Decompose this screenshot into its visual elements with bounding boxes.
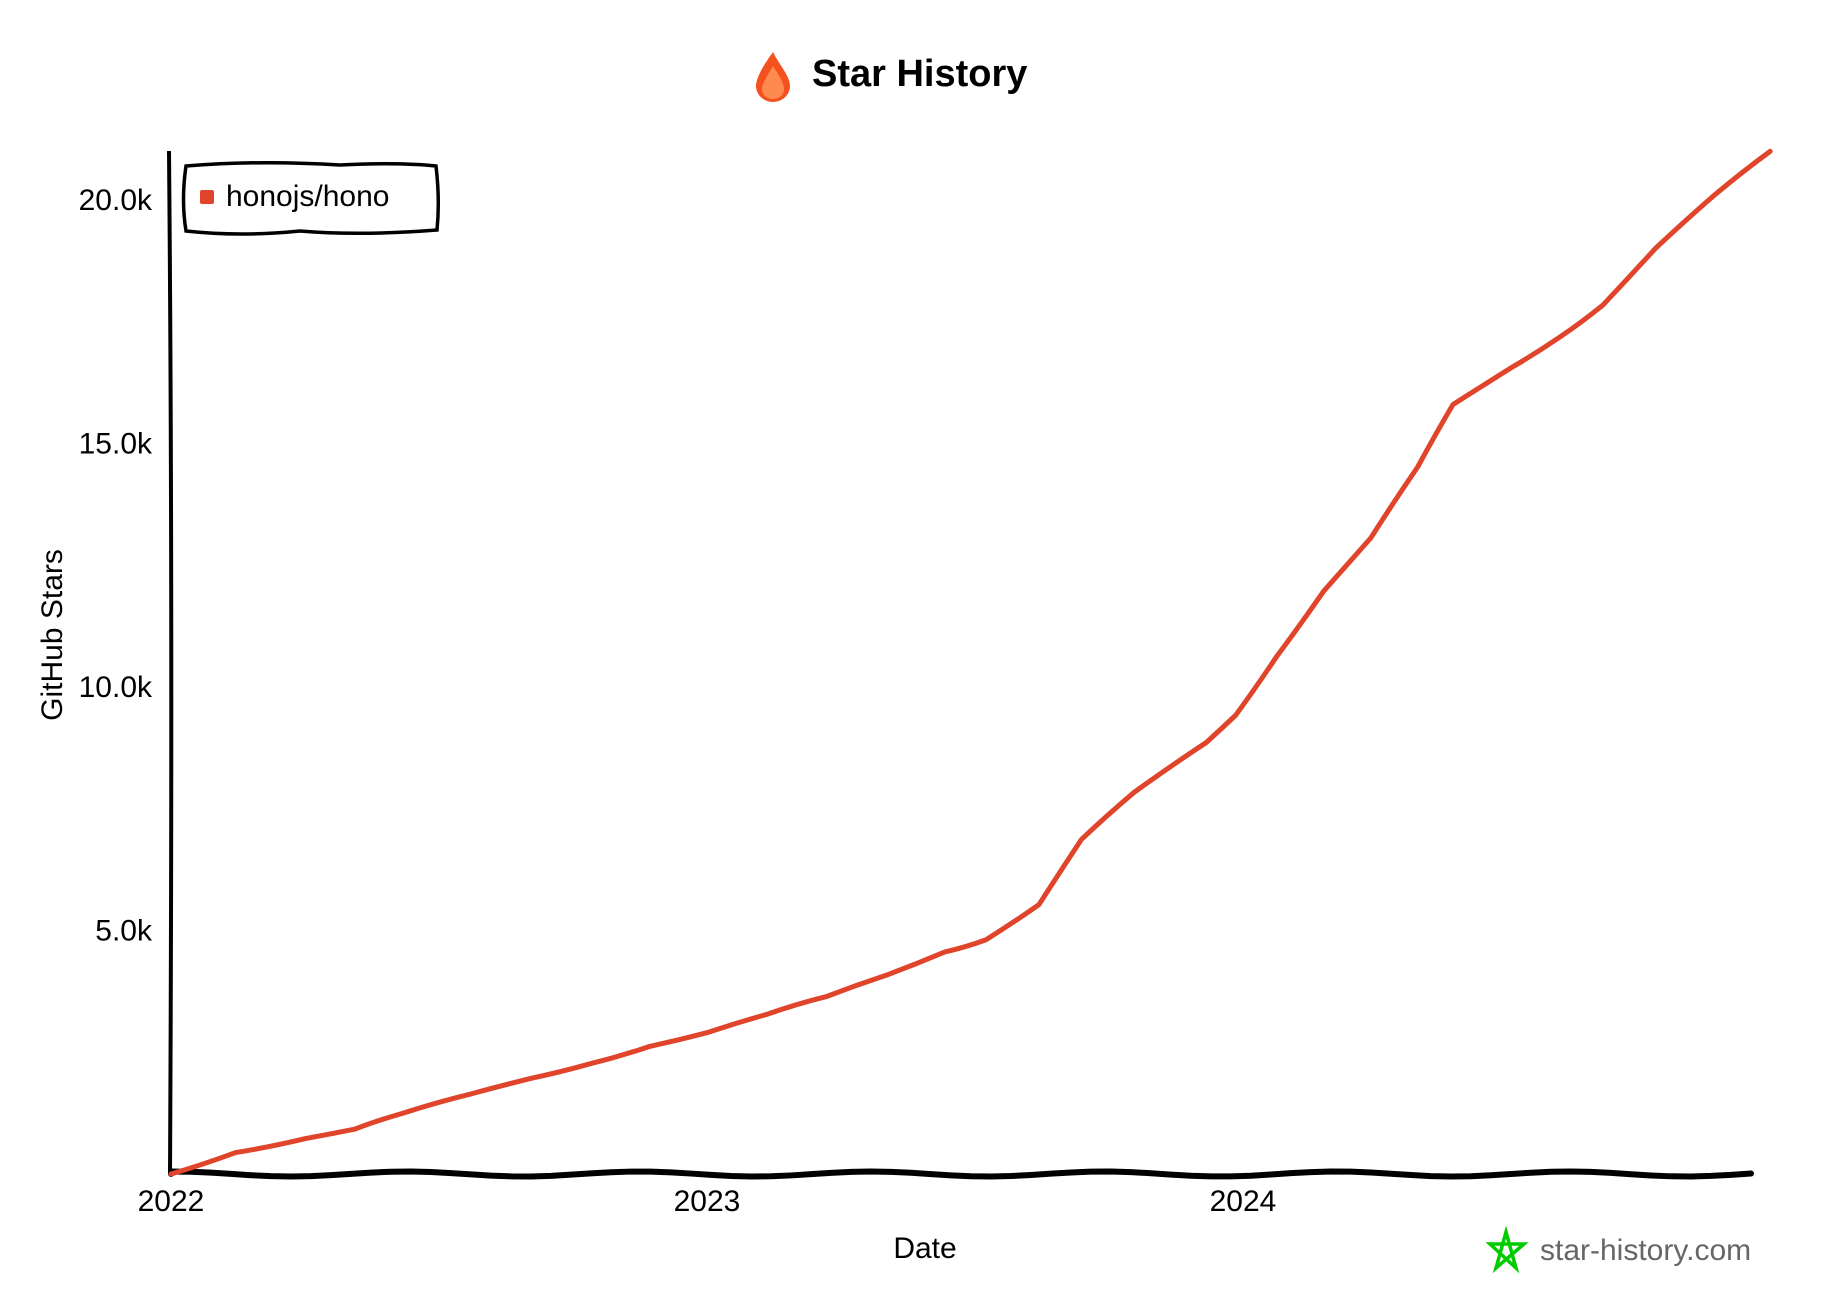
y-tick-label: 10.0k [79,671,153,704]
series [168,148,1773,1177]
axes [167,150,1754,1180]
series-line-0 [168,148,1773,1177]
y-tick-label: 20.0k [79,184,153,217]
x-tick-label: 2023 [674,1185,741,1218]
chart-title-text: Star History [812,53,1027,95]
watermark: star-history.com [1485,1225,1751,1274]
x-tick-label: 2022 [138,1185,205,1218]
ticks: 2022 2023 2024 5.0k 10.0k 15.0k 20.0k [79,184,1277,1218]
y-axis [167,150,174,1175]
x-axis [168,1168,1754,1180]
y-tick-label: 15.0k [79,428,153,461]
star-history-logo-icon [1485,1225,1529,1274]
legend-swatch [200,190,214,204]
y-tick-label: 5.0k [95,915,153,948]
x-axis-label: Date [893,1232,956,1265]
y-axis-label: GitHub Stars [36,549,69,721]
x-tick-label: 2024 [1210,1185,1277,1218]
chart-title: Star History [756,52,1027,102]
flame-icon [756,52,790,102]
legend: honojs/hono [181,160,441,236]
legend-label: honojs/hono [226,180,389,213]
watermark-text: star-history.com [1540,1234,1751,1267]
